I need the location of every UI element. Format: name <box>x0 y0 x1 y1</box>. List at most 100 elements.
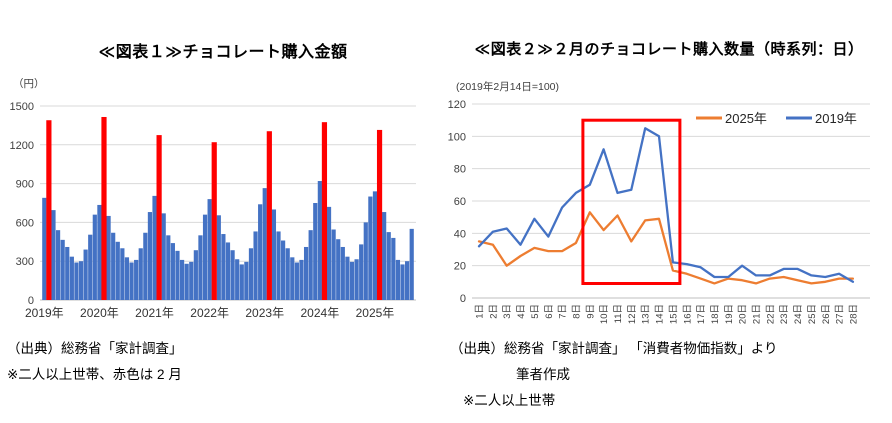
month-bar <box>354 259 359 300</box>
month-bar <box>239 264 244 300</box>
month-bar <box>409 228 414 300</box>
month-bar <box>170 243 175 300</box>
fig2-ytick: 0 <box>460 293 466 305</box>
fig2-day-label: 16日 <box>682 304 693 324</box>
month-bar <box>313 203 318 300</box>
february-peak-highlight-box <box>581 118 682 286</box>
month-bar <box>299 259 304 300</box>
month-bar <box>359 244 364 300</box>
february-bar <box>46 120 52 300</box>
fig2-day-label: 2日 <box>488 304 499 319</box>
month-bar <box>161 213 166 300</box>
fig2-day-label: 20日 <box>738 304 749 324</box>
month-bar <box>230 250 235 300</box>
fig1-yaxis-unit-label: （円） <box>13 78 45 90</box>
february-bar <box>321 122 328 300</box>
month-bar <box>198 235 203 300</box>
fig2-day-label: 13日 <box>641 304 652 324</box>
fig2-source-note-2: 筆者作成 <box>516 367 570 382</box>
month-bar <box>395 259 401 300</box>
fig2-ytick: 120 <box>448 99 466 111</box>
fig1-xaxis-labels: 2019年 2020年 2021年 2022年 2023年 2024年 2025年 <box>25 306 394 320</box>
fig2-ytick: 40 <box>454 228 466 240</box>
month-bar <box>368 196 373 300</box>
fig1-february-bars <box>46 116 383 301</box>
month-bar <box>253 231 258 300</box>
month-bar <box>290 257 295 300</box>
february-bar <box>156 135 162 300</box>
fig2-day-label: 22日 <box>765 304 776 324</box>
fig1-year-label: 2021年 <box>135 306 174 320</box>
month-bar <box>92 214 97 300</box>
month-bar <box>248 248 254 300</box>
fig2-source-note: （出典）総務省「家計調査」 「消費者物価指数」より <box>450 341 778 356</box>
fig1-year-label: 2019年 <box>25 306 64 320</box>
fig2-day-label: 7日 <box>558 304 569 319</box>
series-line-2025年 <box>477 211 855 285</box>
month-bar <box>143 232 148 300</box>
fig2-footnote: ※二人以上世帯 <box>463 393 556 408</box>
fig2-day-label: 15日 <box>668 304 679 324</box>
fig2-day-label: 18日 <box>710 304 721 324</box>
fig2-day-label: 11日 <box>613 304 624 323</box>
fig2-day-label: 24日 <box>793 304 804 324</box>
fig1-ytick: 1200 <box>10 140 34 152</box>
month-bar <box>193 250 198 300</box>
legend-label-2019年: 2019年 <box>815 111 857 126</box>
month-bar <box>372 191 378 300</box>
month-bar <box>179 259 185 300</box>
month-bar <box>175 250 180 300</box>
month-bar <box>129 262 134 300</box>
fig2-day-label: 27日 <box>835 304 846 324</box>
fig2-ytick: 100 <box>448 131 466 143</box>
fig2-day-label: 1日 <box>475 304 486 319</box>
month-bar <box>235 259 240 300</box>
february-bar <box>266 131 272 300</box>
month-bar <box>221 234 226 300</box>
fig2-title: ≪図表２≫２月のチョコレート購入数量（時系列：日） <box>474 41 864 58</box>
month-bar <box>55 230 61 300</box>
fig1-source-note: （出典）総務省「家計調査」 <box>7 341 183 356</box>
month-bar <box>189 261 194 300</box>
month-bar <box>97 204 102 300</box>
fig1-year-label: 2022年 <box>190 306 229 320</box>
fig2-caption: （出典）総務省「家計調査」 「消費者物価指数」より 筆者作成 ※二人以上世帯 <box>450 336 777 414</box>
month-bar <box>51 210 56 300</box>
fig1-year-label: 2025年 <box>356 306 395 320</box>
month-bar <box>317 181 322 300</box>
february-bar <box>376 129 383 300</box>
fig1-ytick: 900 <box>16 179 34 191</box>
fig2-day-label: 17日 <box>696 304 707 324</box>
month-bar <box>207 199 212 300</box>
month-bar <box>111 232 116 300</box>
month-bar <box>262 188 267 300</box>
month-bar <box>115 241 120 300</box>
fig1-ytick: 300 <box>16 256 34 268</box>
month-bar <box>120 248 125 300</box>
fig2-day-label: 5日 <box>530 304 541 319</box>
month-bar <box>400 264 405 300</box>
fig2-day-label: 6日 <box>544 304 555 319</box>
fig1-footnote: ※二人以上世帯、赤色は 2 月 <box>7 367 182 382</box>
month-bar <box>42 197 47 300</box>
month-bar <box>303 246 309 300</box>
month-bar <box>405 261 410 300</box>
fig1-title: ≪図表１≫チョコレート購入金額 <box>98 44 348 61</box>
month-bar <box>83 249 88 300</box>
month-bar <box>285 248 290 300</box>
month-bar <box>258 204 263 300</box>
fig1-month-bars <box>42 181 414 300</box>
month-bar <box>271 209 277 300</box>
month-bar <box>326 206 332 300</box>
month-bar <box>294 262 299 300</box>
month-bar <box>78 261 84 300</box>
month-bar <box>349 261 355 300</box>
month-bar <box>147 212 153 300</box>
month-bar <box>88 234 93 300</box>
month-bar <box>134 259 139 300</box>
february-bar <box>101 116 107 301</box>
fig2-day-label: 23日 <box>779 304 790 324</box>
fig2-yaxis-labels: 0 20 40 60 80 100 120 <box>448 99 466 305</box>
